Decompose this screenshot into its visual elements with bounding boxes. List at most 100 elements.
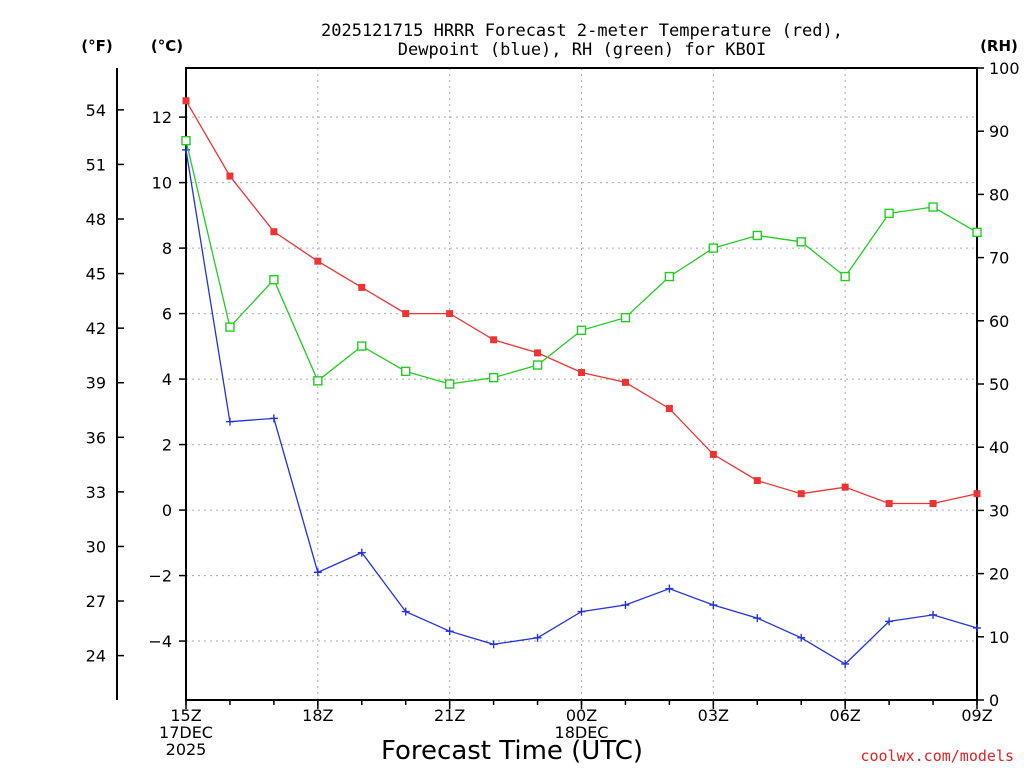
x-tick-label: 09Z bbox=[961, 706, 992, 725]
dewpoint-point bbox=[709, 601, 718, 610]
temperature-point bbox=[621, 378, 629, 386]
temperature-point bbox=[270, 228, 278, 236]
celsius-tick-label: 12 bbox=[152, 108, 172, 127]
rh-tick-label: 80 bbox=[989, 185, 1009, 204]
rh-point bbox=[532, 360, 543, 370]
series-layer bbox=[181, 97, 982, 668]
fahrenheit-tick-label: 42 bbox=[86, 319, 106, 338]
x-tick-label: 06Z bbox=[830, 706, 861, 725]
rh-point bbox=[576, 325, 587, 335]
dewpoint-point bbox=[665, 584, 674, 593]
fahrenheit-tick-label: 39 bbox=[86, 374, 106, 393]
temperature-point bbox=[665, 405, 673, 413]
dewpoint-point bbox=[489, 640, 498, 649]
series-line-dewpoint bbox=[185, 149, 978, 665]
dewpoint-point bbox=[533, 633, 542, 642]
dewpoint-point bbox=[929, 610, 938, 619]
fahrenheit-tick-label: 33 bbox=[86, 483, 106, 502]
chart-title-line2: Dewpoint (blue), RH (green) for KBOI bbox=[398, 40, 766, 60]
dewpoint-point bbox=[885, 617, 894, 626]
temperature-point bbox=[226, 172, 234, 180]
rh-tick-label: 0 bbox=[989, 691, 999, 710]
temperature-point bbox=[973, 490, 981, 498]
rh-unit-label: (RH) bbox=[980, 37, 1018, 55]
x-tick-label: 15Z bbox=[170, 706, 201, 725]
temperature-point bbox=[578, 369, 585, 377]
rh-point bbox=[928, 202, 938, 212]
temperature-point bbox=[490, 336, 498, 344]
dewpoint-point bbox=[973, 623, 981, 632]
fahrenheit-tick-label: 45 bbox=[86, 265, 106, 284]
fahrenheit-tick-label: 36 bbox=[86, 428, 106, 447]
celsius-tick-label: −2 bbox=[148, 567, 172, 586]
x-tick-label: 17DEC bbox=[159, 723, 213, 742]
celsius-tick-label: 4 bbox=[162, 370, 172, 389]
celsius-unit-label: (°C) bbox=[151, 37, 183, 55]
rh-point bbox=[488, 372, 499, 383]
credit-label: coolwx.com/models bbox=[860, 747, 1014, 765]
celsius-tick-label: 2 bbox=[162, 436, 172, 455]
fahrenheit-tick-label: 24 bbox=[86, 647, 106, 666]
chart-axes bbox=[116, 67, 984, 709]
rh-tick-label: 30 bbox=[989, 501, 1009, 520]
celsius-tick-label: 8 bbox=[162, 239, 172, 258]
temperature-point bbox=[753, 477, 761, 485]
x-axis-label: Forecast Time (UTC) bbox=[381, 736, 643, 766]
temperature-point bbox=[797, 490, 805, 498]
dewpoint-point bbox=[401, 607, 410, 616]
rh-point bbox=[972, 227, 982, 238]
temperature-point bbox=[929, 500, 937, 508]
rh-point bbox=[840, 271, 850, 282]
rh-point bbox=[884, 208, 894, 219]
celsius-tick-label: 6 bbox=[162, 305, 172, 324]
dewpoint-point bbox=[445, 627, 454, 636]
dewpoint-point bbox=[225, 417, 234, 426]
chart-title-line1: 2025121715 HRRR Forecast 2-meter Tempera… bbox=[321, 21, 843, 41]
rh-point bbox=[444, 379, 455, 389]
rh-tick-label: 90 bbox=[989, 122, 1009, 141]
dewpoint-point bbox=[841, 659, 850, 668]
rh-tick-label: 20 bbox=[989, 565, 1009, 584]
x-tick-label: 21Z bbox=[434, 706, 465, 725]
rh-point bbox=[401, 366, 411, 377]
rh-point bbox=[225, 322, 235, 332]
rh-tick-label: 50 bbox=[989, 375, 1009, 394]
celsius-tick-label: 0 bbox=[162, 501, 172, 520]
celsius-tick-label: −4 bbox=[148, 632, 172, 651]
fahrenheit-tick-label: 30 bbox=[86, 537, 106, 556]
x-tick-label: 18Z bbox=[302, 706, 333, 725]
grid-lines bbox=[186, 68, 977, 700]
dewpoint-point bbox=[269, 414, 278, 423]
rh-point bbox=[664, 271, 675, 282]
tick-labels: −4−2024681012242730333639424548515401020… bbox=[86, 59, 1020, 759]
temperature-point bbox=[709, 450, 717, 458]
fahrenheit-tick-label: 48 bbox=[86, 210, 106, 229]
rh-point bbox=[181, 135, 191, 146]
rh-tick-label: 70 bbox=[989, 249, 1009, 268]
x-tick-label: 18DEC bbox=[555, 723, 609, 742]
temperature-point bbox=[358, 283, 366, 291]
temperature-point bbox=[841, 483, 849, 491]
x-tick-label: 00Z bbox=[566, 706, 597, 725]
fahrenheit-tick-label: 51 bbox=[86, 155, 106, 174]
temperature-point bbox=[314, 257, 322, 265]
celsius-tick-label: 10 bbox=[152, 174, 172, 193]
temperature-point bbox=[885, 500, 893, 508]
dewpoint-point bbox=[753, 614, 762, 623]
dewpoint-point bbox=[577, 607, 586, 616]
temperature-point bbox=[446, 310, 454, 318]
dewpoint-point bbox=[357, 548, 366, 557]
rh-point bbox=[752, 230, 762, 241]
rh-point bbox=[357, 341, 367, 351]
rh-tick-label: 60 bbox=[989, 312, 1009, 331]
rh-point bbox=[269, 275, 279, 285]
x-tick-label: 2025 bbox=[166, 740, 207, 759]
rh-tick-label: 10 bbox=[989, 628, 1009, 647]
dewpoint-point bbox=[621, 601, 630, 610]
fahrenheit-unit-label: (°F) bbox=[81, 37, 112, 55]
rh-point bbox=[313, 376, 323, 386]
dewpoint-point bbox=[313, 568, 322, 577]
temperature-point bbox=[182, 97, 190, 105]
rh-point bbox=[708, 243, 719, 253]
